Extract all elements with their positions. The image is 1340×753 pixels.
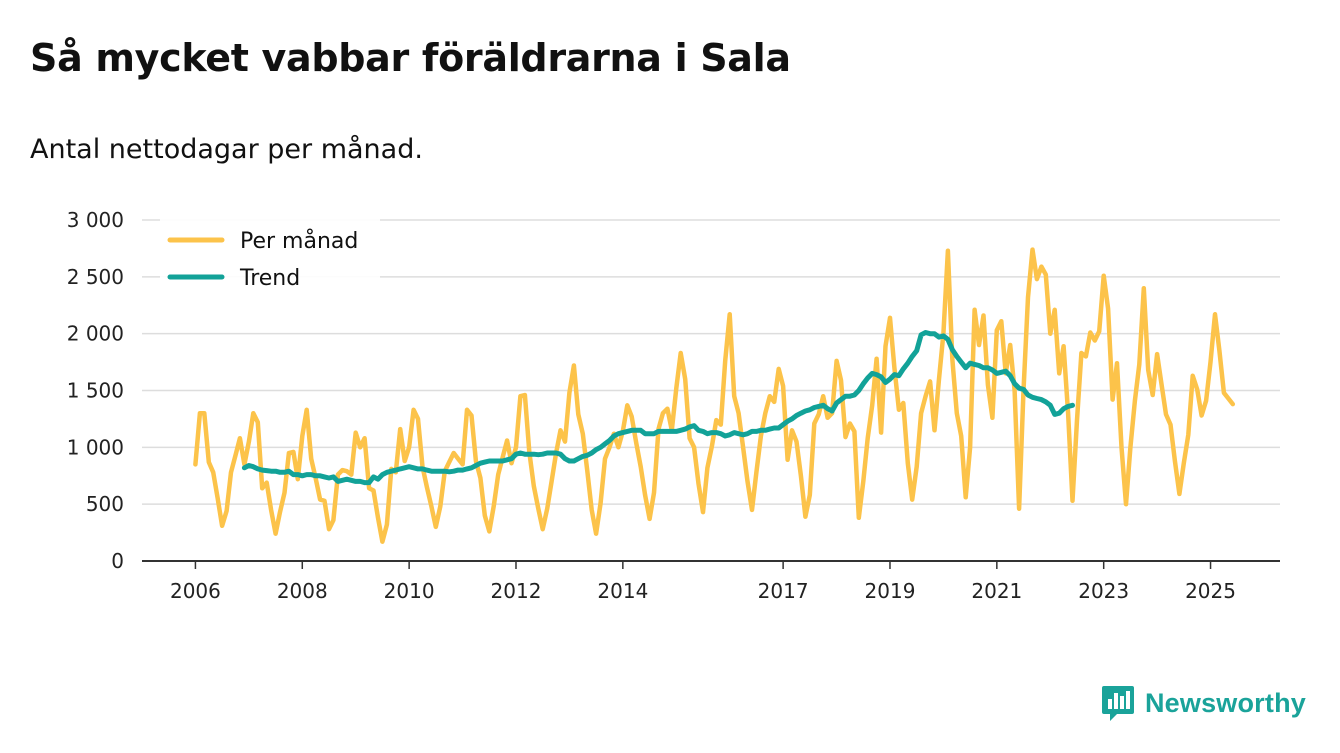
y-tick-label: 2 000 <box>67 322 124 346</box>
series-line-trend <box>241 330 1075 486</box>
y-tick-label: 2 500 <box>67 265 124 289</box>
legend-background <box>160 218 380 296</box>
x-tick-label: 2012 <box>491 579 542 603</box>
y-axis-ticks: 0 500 1 000 1 500 2 000 2 500 3 000 <box>67 208 124 573</box>
y-tick-label: 0 <box>111 549 124 573</box>
legend: Per månad Trend <box>160 218 380 296</box>
x-axis-ticks: 2006 2008 2010 2012 2014 2017 2019 2021 2023 2025 <box>170 561 1236 603</box>
y-tick-label: 500 <box>86 492 124 516</box>
y-tick-label: 3 000 <box>67 208 124 232</box>
newsworthy-logo-icon <box>1101 686 1134 721</box>
legend-label-trend: Trend <box>239 266 300 291</box>
x-tick-label: 2017 <box>758 579 809 603</box>
x-tick-label: 2023 <box>1078 579 1129 603</box>
x-tick-label: 2025 <box>1185 579 1236 603</box>
x-tick-label: 2019 <box>865 579 916 603</box>
x-tick-label: 2006 <box>170 579 221 603</box>
y-tick-label: 1 000 <box>67 435 124 459</box>
chart-title: Så mycket vabbar föräldrarna i Sala <box>30 36 791 80</box>
legend-label-per-manad: Per månad <box>240 228 358 254</box>
series <box>193 247 1236 544</box>
brand: Newsworthy <box>1101 684 1306 722</box>
x-tick-label: 2014 <box>597 579 648 603</box>
x-tick-label: 2008 <box>277 579 328 603</box>
chart-subtitle: Antal nettodagar per månad. <box>30 134 423 165</box>
y-tick-label: 1 500 <box>67 379 124 403</box>
x-tick-label: 2010 <box>384 579 435 603</box>
brand-name: Newsworthy <box>1144 687 1306 718</box>
x-tick-label: 2021 <box>971 579 1022 603</box>
